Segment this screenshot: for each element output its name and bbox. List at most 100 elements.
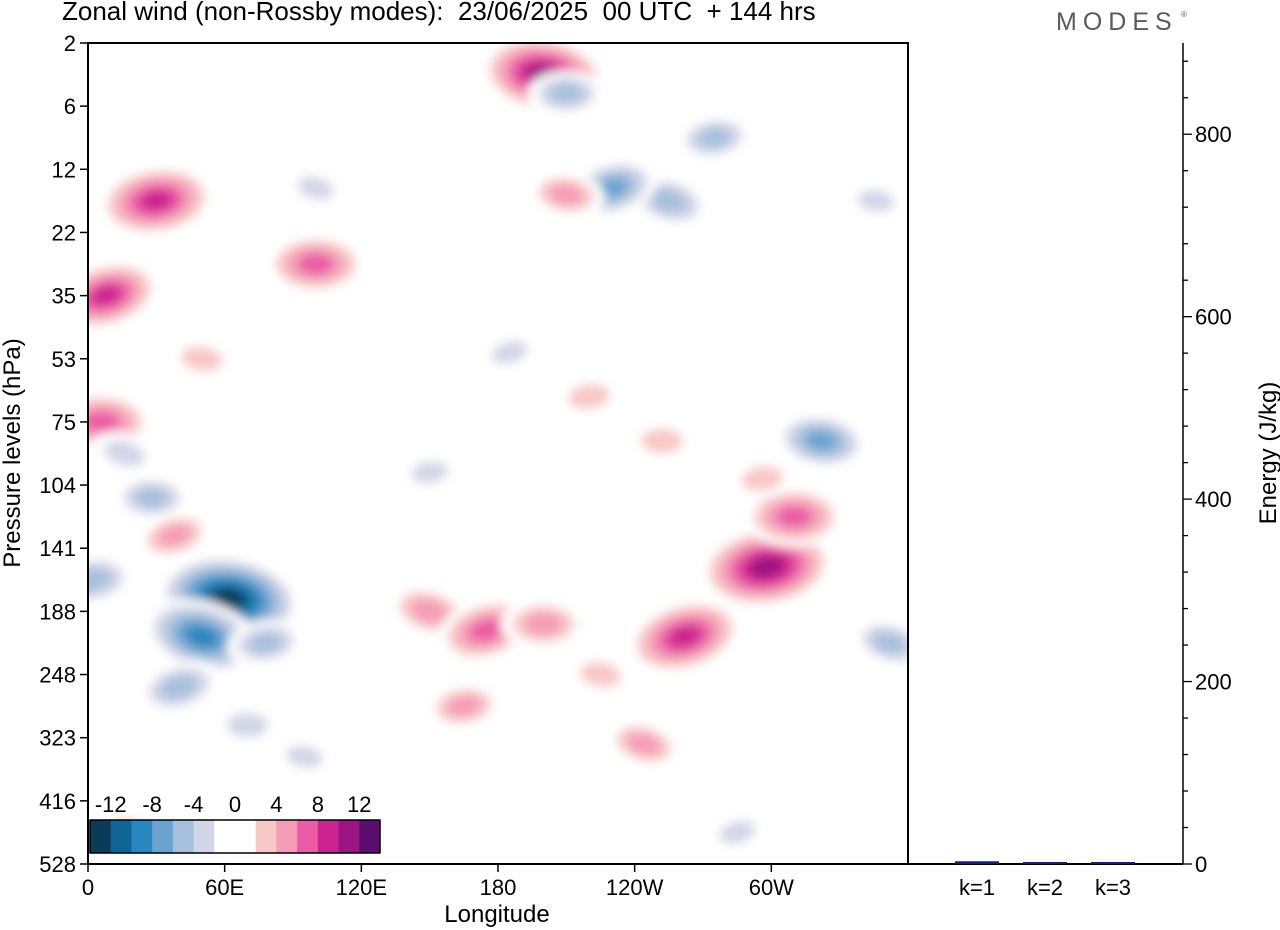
bar-category-label: k=3	[1095, 875, 1131, 900]
x-tick-label: 120E	[336, 875, 387, 900]
y-tick-label: 141	[39, 536, 76, 561]
energy-tick-label: 200	[1195, 670, 1232, 695]
wind-contour	[579, 662, 622, 687]
colorbar-swatch	[172, 820, 194, 853]
wind-feature	[774, 412, 869, 470]
wind-feature	[626, 598, 744, 676]
wind-feature	[112, 474, 191, 521]
wind-feature	[527, 171, 606, 218]
wind-contour	[568, 384, 610, 410]
heatmap-field	[88, 43, 908, 911]
wind-contour	[298, 253, 333, 275]
wind-feature	[273, 738, 335, 775]
wind-feature	[675, 114, 754, 162]
wind-contour	[805, 431, 838, 451]
wind-contour	[719, 820, 756, 844]
energy-bar-panel: 0 200 400 600 800 k=1 k=2 k=3	[908, 43, 1232, 900]
colorbar: -12 -8 -4 0 4 8 12	[89, 792, 381, 854]
registered-mark: ®	[1181, 10, 1187, 19]
energy-tick-label: 800	[1195, 122, 1232, 147]
wind-feature	[698, 525, 835, 610]
energy-axis-title: Energy (J/kg)	[1255, 382, 1280, 525]
wind-contour	[135, 487, 169, 508]
colorbar-swatch	[90, 820, 112, 853]
wind-feature	[707, 813, 767, 852]
bar-category-label: k=2	[1027, 875, 1063, 900]
modes-logo: MODES	[1056, 8, 1178, 36]
wind-contour	[447, 696, 481, 717]
wind-feature	[167, 337, 237, 380]
y-tick-label: 104	[39, 473, 76, 498]
wind-feature	[605, 719, 682, 769]
colorbar-swatch	[359, 820, 381, 853]
x-tick-label: 60W	[749, 875, 794, 900]
x-axis-title: Longitude	[444, 901, 549, 928]
y-tick-label: 6	[64, 94, 76, 119]
energy-bar	[955, 861, 999, 864]
wind-feature	[565, 653, 636, 696]
wind-contour	[411, 599, 448, 624]
wind-feature	[479, 333, 540, 372]
colorbar-swatch	[255, 820, 277, 853]
wind-contour	[660, 880, 701, 911]
colorbar-swatch	[338, 820, 360, 853]
energy-tick-label: 0	[1195, 852, 1207, 877]
wind-contour	[641, 428, 683, 454]
wind-contour	[181, 346, 223, 372]
wind-feature	[554, 375, 624, 418]
wind-contour	[549, 83, 584, 104]
colorbar-tick-label: -12	[95, 792, 127, 817]
wind-feature	[845, 182, 907, 220]
wind-contour	[88, 568, 111, 592]
wind-feature	[851, 618, 908, 668]
heatmap-blobs	[88, 43, 908, 911]
y-tick-label: 248	[39, 663, 76, 688]
colorbar-tick-label: -4	[184, 792, 204, 817]
wind-contour	[140, 190, 173, 211]
energy-tick-label: 600	[1195, 305, 1232, 330]
wind-contour	[297, 176, 334, 200]
x-tick-label: 180	[480, 875, 517, 900]
bar-category-label: k=1	[959, 875, 995, 900]
wind-contour	[161, 675, 198, 699]
wind-feature	[226, 619, 305, 667]
wind-contour	[91, 285, 122, 306]
wind-feature	[136, 659, 222, 715]
y-tick-label: 323	[39, 726, 76, 751]
wind-contour	[873, 632, 907, 654]
x-tick-label: 120W	[606, 875, 664, 900]
x-tick-label: 0	[82, 875, 94, 900]
wind-contour	[411, 461, 448, 484]
wind-contour	[857, 189, 895, 212]
colorbar-swatch	[193, 820, 215, 853]
x-tick-label: 60E	[205, 875, 244, 900]
wind-feature	[88, 260, 161, 332]
energy-bar	[1091, 862, 1135, 864]
wind-contour	[668, 626, 701, 648]
y-tick-label: 53	[52, 347, 76, 372]
wind-feature	[527, 70, 606, 117]
wind-contour	[491, 340, 528, 364]
chart-title: Zonal wind (non-Rossby modes): 23/06/202…	[62, 0, 816, 26]
wind-feature	[425, 682, 503, 730]
wind-feature	[742, 485, 846, 548]
wind-contour	[697, 127, 731, 148]
wind-contour	[88, 411, 119, 433]
wind-contour	[185, 626, 218, 648]
colorbar-tick-label: 4	[270, 792, 282, 817]
colorbar-swatch	[297, 820, 319, 853]
wind-contour	[158, 525, 191, 547]
wind-feature	[627, 420, 697, 462]
wind-contour	[650, 189, 687, 213]
wind-feature	[90, 431, 159, 476]
colorbar-swatch	[214, 820, 236, 853]
y-tick-label: 35	[52, 284, 76, 309]
wind-feature	[143, 598, 261, 676]
wind-feature	[500, 598, 587, 650]
wind-contour	[741, 466, 783, 492]
wind-feature	[212, 704, 283, 746]
energy-bar	[1023, 862, 1067, 864]
wind-contour	[104, 440, 145, 467]
wind-contour	[249, 632, 283, 654]
